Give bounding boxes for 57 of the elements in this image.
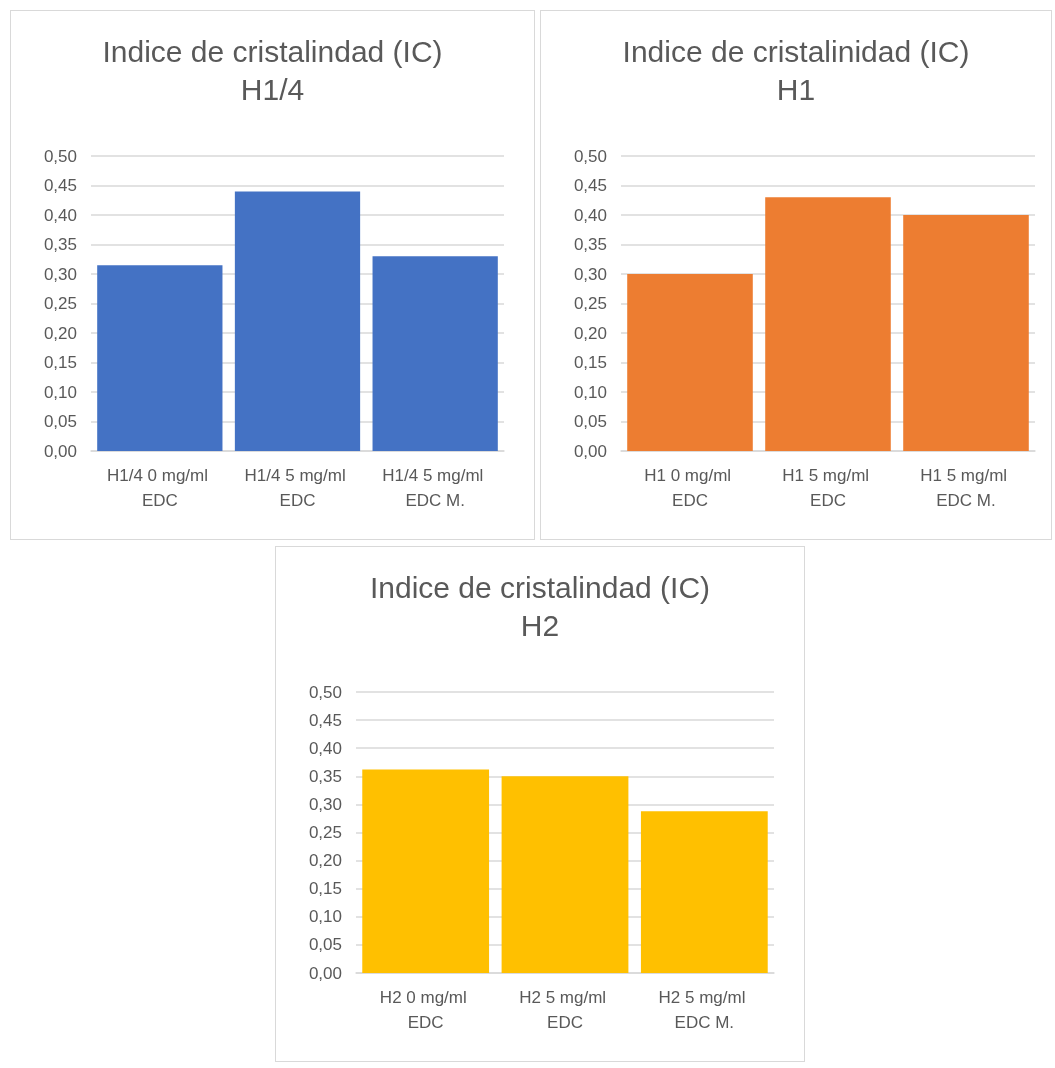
y-tick-label: 0,25 [43,294,77,313]
y-tick-label: 0,30 [308,794,342,814]
bar [97,265,223,451]
y-tick-label: 0,15 [573,353,607,372]
y-tick-label: 0,15 [308,879,342,899]
y-tick-label: 0,20 [308,851,342,871]
chart-title: Indice de cristalinidad (IC) [622,34,970,68]
y-tick-label: 0,05 [573,412,607,431]
y-tick-label: 0,40 [43,205,77,225]
y-tick-label: 0,30 [43,264,77,284]
bar [903,215,1029,451]
x-tick-label: H1/4 5 mg/ml EDC [244,466,351,510]
bar [501,776,629,973]
chart-subtitle: H1 [776,72,816,106]
y-tick-label: 0,40 [573,205,607,225]
y-tick-label: 0,45 [43,176,77,195]
y-tick-label: 0,00 [308,963,342,983]
y-tick-label: 0,20 [43,323,77,343]
bar [372,256,498,451]
y-tick-label: 0,35 [573,235,607,254]
y-tick-label: 0,35 [43,235,77,254]
y-tick-label: 0,35 [308,766,342,786]
y-tick-label: 0,20 [573,323,607,343]
y-tick-label: 0,25 [573,294,607,313]
x-tick-label: H1 5 mg/ml EDC [782,466,874,510]
bar [362,769,490,973]
y-tick-label: 0,10 [573,382,607,402]
bar [627,274,753,451]
y-tick-label: 0,40 [308,738,342,758]
x-tick-label: H2 0 mg/ml EDC [379,988,472,1032]
bar [234,191,361,451]
y-tick-label: 0,30 [573,264,607,284]
y-tick-label: 0,45 [308,710,342,730]
y-tick-label: 0,50 [573,146,607,166]
x-tick-label: H1/4 5 mg/ml EDC M. [382,466,489,510]
bar [640,811,768,973]
y-tick-label: 0,50 [308,682,342,702]
x-tick-label: H2 5 mg/ml EDC [519,988,611,1032]
chart-title: Indice de cristalindad (IC) [369,570,711,604]
x-tick-label: H1 5 mg/ml EDC M. [920,466,1012,510]
x-tick-label: H2 5 mg/ml EDC M. [658,988,751,1032]
chart-title: Indice de cristalindad (IC) [102,34,443,68]
bar [765,197,891,451]
y-tick-label: 0,25 [308,823,342,842]
chart-subtitle: H1/4 [240,72,305,106]
y-tick-label: 0,05 [308,935,342,955]
y-tick-label: 0,50 [43,146,77,166]
x-tick-label: H1/4 0 mg/ml EDC [106,466,213,510]
chart-subtitle: H2 [520,608,560,642]
y-tick-label: 0,00 [43,441,77,461]
y-tick-label: 0,15 [43,353,77,372]
y-tick-label: 0,05 [43,412,77,431]
y-tick-label: 0,00 [573,441,607,461]
y-tick-label: 0,45 [573,176,607,195]
y-tick-label: 0,10 [43,382,77,402]
y-tick-label: 0,10 [308,907,342,927]
x-tick-label: H1 0 mg/ml EDC [644,466,736,510]
